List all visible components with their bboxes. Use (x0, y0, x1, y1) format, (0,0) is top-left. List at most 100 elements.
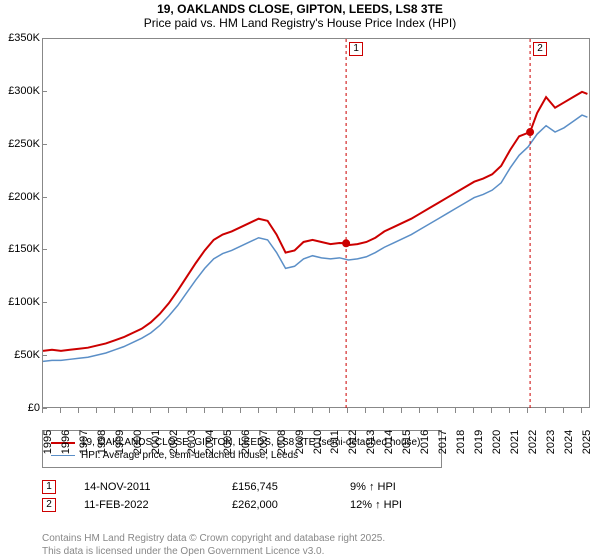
x-axis-tick (383, 408, 384, 413)
x-axis-tick (401, 408, 402, 413)
x-axis-tick (42, 408, 43, 413)
y-axis-tick-label: £250K (8, 138, 40, 150)
y-axis-tick (42, 355, 47, 356)
x-axis-tick (204, 408, 205, 413)
x-axis-tick (258, 408, 259, 413)
x-axis-tick (312, 408, 313, 413)
sale-marker-label-2: 2 (533, 42, 547, 56)
sale-date: 11-FEB-2022 (84, 499, 204, 511)
x-axis-tick (509, 408, 510, 413)
x-axis-tick (168, 408, 169, 413)
sale-row: 1 14-NOV-2011 £156,745 9% ↑ HPI (42, 480, 590, 494)
x-axis-tick-label: 1998 (96, 430, 108, 454)
y-axis-tick (42, 144, 47, 145)
chart-svg (43, 39, 591, 409)
sale-marker-dot-2 (526, 128, 534, 136)
x-axis-tick-label: 2019 (473, 430, 485, 454)
x-axis-tick (240, 408, 241, 413)
y-axis-tick-label: £350K (8, 32, 40, 44)
x-axis-tick-label: 2007 (258, 430, 270, 454)
x-axis-tick (527, 408, 528, 413)
x-axis-tick (473, 408, 474, 413)
x-axis-tick (581, 408, 582, 413)
y-axis-tick-label: £0 (28, 402, 40, 414)
x-axis-tick (347, 408, 348, 413)
x-axis-tick-label: 1996 (60, 430, 72, 454)
x-axis-tick (545, 408, 546, 413)
x-axis-tick-label: 2023 (545, 430, 557, 454)
x-axis-tick-label: 2017 (437, 430, 449, 454)
x-axis-tick (294, 408, 295, 413)
sale-marker-label-1: 1 (349, 42, 363, 56)
y-axis-tick-label: £150K (8, 243, 40, 255)
page-title: 19, OAKLANDS CLOSE, GIPTON, LEEDS, LS8 3… (0, 2, 600, 16)
sales-table: 1 14-NOV-2011 £156,745 9% ↑ HPI 2 11-FEB-2022… (42, 476, 590, 516)
sale-delta: 9% ↑ HPI (350, 481, 396, 493)
x-axis-tick (96, 408, 97, 413)
y-axis-tick-label: £50K (14, 349, 40, 361)
x-axis-tick (132, 408, 133, 413)
x-axis-tick-label: 2021 (509, 430, 521, 454)
x-axis-tick-label: 2003 (186, 430, 198, 454)
x-axis-tick-label: 1999 (114, 430, 126, 454)
x-axis-tick-label: 2009 (294, 430, 306, 454)
sale-delta: 12% ↑ HPI (350, 499, 402, 511)
x-axis-tick-label: 2001 (150, 430, 162, 454)
x-axis-tick (563, 408, 564, 413)
x-axis-tick-label: 2022 (527, 430, 539, 454)
y-axis-tick-label: £300K (8, 85, 40, 97)
y-axis-tick (42, 38, 47, 39)
footer-line-2: This data is licensed under the Open Gov… (42, 545, 385, 558)
x-axis-tick-label: 1997 (78, 430, 90, 454)
legend-swatch (51, 455, 75, 457)
footer-text: Contains HM Land Registry data © Crown c… (42, 532, 385, 558)
y-axis-tick (42, 302, 47, 303)
x-axis-tick-label: 2005 (222, 430, 234, 454)
x-axis-tick-label: 2004 (204, 430, 216, 454)
y-axis-tick (42, 249, 47, 250)
x-axis-tick (455, 408, 456, 413)
sale-row-id-box: 2 (42, 498, 56, 512)
x-axis-tick (329, 408, 330, 413)
x-axis-tick (276, 408, 277, 413)
page-subtitle: Price paid vs. HM Land Registry's House … (0, 16, 600, 30)
x-axis-tick-label: 2014 (383, 430, 395, 454)
x-axis-tick (150, 408, 151, 413)
x-axis-tick-label: 2018 (455, 430, 467, 454)
x-axis-tick-label: 2015 (401, 430, 413, 454)
x-axis-tick-label: 2020 (491, 430, 503, 454)
x-axis-tick-label: 2000 (132, 430, 144, 454)
x-axis-tick (60, 408, 61, 413)
x-axis-tick (78, 408, 79, 413)
chart-plot-area (42, 38, 590, 408)
x-axis-tick-label: 2006 (240, 430, 252, 454)
x-axis-tick (437, 408, 438, 413)
series-line-hpi (43, 115, 587, 361)
sale-row-id-box: 1 (42, 480, 56, 494)
x-axis-tick (222, 408, 223, 413)
x-axis-tick-label: 2010 (312, 430, 324, 454)
y-axis-tick (42, 197, 47, 198)
y-axis-tick (42, 91, 47, 92)
x-axis-tick (491, 408, 492, 413)
y-axis-tick-label: £200K (8, 191, 40, 203)
x-axis-tick-label: 2024 (563, 430, 575, 454)
x-axis-tick-label: 2012 (347, 430, 359, 454)
footer-line-1: Contains HM Land Registry data © Crown c… (42, 532, 385, 545)
x-axis-tick-label: 2008 (276, 430, 288, 454)
sale-row: 211-FEB-2022£262,00012% ↑ HPI (42, 498, 590, 512)
x-axis-tick (186, 408, 187, 413)
series-line-property (43, 92, 587, 351)
x-axis-tick-label: 2013 (365, 430, 377, 454)
x-axis-tick-label: 2011 (329, 430, 341, 454)
sale-date: 14-NOV-2011 (84, 481, 204, 493)
x-axis-tick-label: 1995 (42, 430, 54, 454)
x-axis-tick (419, 408, 420, 413)
x-axis-tick-label: 2002 (168, 430, 180, 454)
sale-price: £156,745 (232, 481, 322, 493)
sale-marker-dot-1 (342, 239, 350, 247)
x-axis-tick (114, 408, 115, 413)
x-axis-tick (365, 408, 366, 413)
y-axis-tick-label: £100K (8, 296, 40, 308)
x-axis-tick-label: 2025 (581, 430, 593, 454)
